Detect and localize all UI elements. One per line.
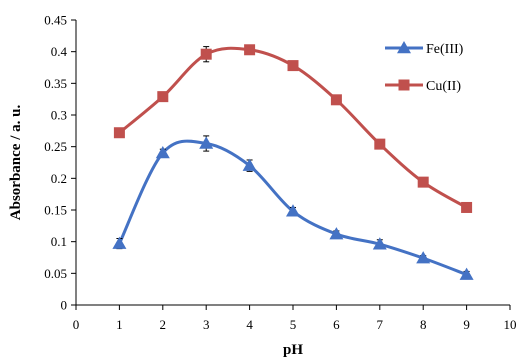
data-point [287, 60, 299, 72]
legend-label: Fe(III) [426, 42, 464, 57]
x-tick-label: 5 [290, 317, 297, 332]
data-point [244, 44, 256, 56]
y-tick-label: 0.4 [51, 44, 68, 59]
data-point [199, 136, 214, 149]
series-Fe(III) [112, 135, 474, 280]
data-point [286, 204, 300, 217]
data-point [113, 127, 125, 139]
y-tick-label: 0.2 [51, 171, 67, 186]
x-axis-ticks: 0 1 2 3 4 5 6 7 8 9 10 [73, 305, 517, 332]
y-tick-label: 0.15 [44, 203, 67, 218]
y-tick-label: 0.3 [51, 108, 67, 123]
series-Cu(II) [113, 44, 473, 213]
x-tick-label: 9 [463, 317, 470, 332]
data-point [330, 94, 342, 106]
y-tick-label: 0 [61, 298, 68, 313]
legend: Fe(III) Cu(II) [385, 41, 464, 94]
x-tick-label: 0 [73, 317, 80, 332]
data-point [329, 227, 344, 240]
x-tick-label: 6 [333, 317, 340, 332]
data-point [416, 251, 431, 264]
legend-item: Cu(II) [385, 79, 461, 94]
data-point [155, 146, 170, 159]
series-line [118, 46, 468, 209]
x-axis-title: pH [283, 342, 303, 358]
data-point [461, 201, 473, 213]
legend-item: Fe(III) [385, 41, 464, 57]
x-tick-label: 3 [203, 317, 210, 332]
legend-marker [398, 79, 410, 91]
series-layer [112, 44, 474, 280]
y-tick-label: 0.45 [44, 13, 67, 28]
data-point [157, 91, 169, 103]
data-point [112, 236, 127, 249]
y-tick-label: 0.35 [44, 76, 67, 91]
data-point [242, 158, 257, 171]
y-tick-label: 0.25 [44, 139, 67, 154]
data-point [372, 237, 387, 250]
legend-marker [397, 41, 411, 54]
x-tick-label: 1 [116, 317, 123, 332]
y-tick-label: 0.05 [44, 266, 67, 281]
data-point [417, 176, 429, 188]
y-tick-label: 0.1 [51, 234, 67, 249]
data-point [374, 138, 386, 150]
data-point [459, 267, 474, 280]
y-axis-title: Absorbance / a. u. [8, 105, 24, 221]
y-axis-ticks: 0 0.05 0.1 0.15 0.2 0.25 0.3 0.35 0.4 0.45 [44, 13, 76, 313]
x-tick-label: 4 [246, 317, 253, 332]
x-tick-label: 7 [377, 317, 384, 332]
legend-label: Cu(II) [426, 79, 461, 94]
x-tick-label: 10 [504, 317, 517, 332]
data-point [200, 48, 212, 60]
x-tick-label: 2 [160, 317, 167, 332]
x-tick-label: 8 [420, 317, 427, 332]
